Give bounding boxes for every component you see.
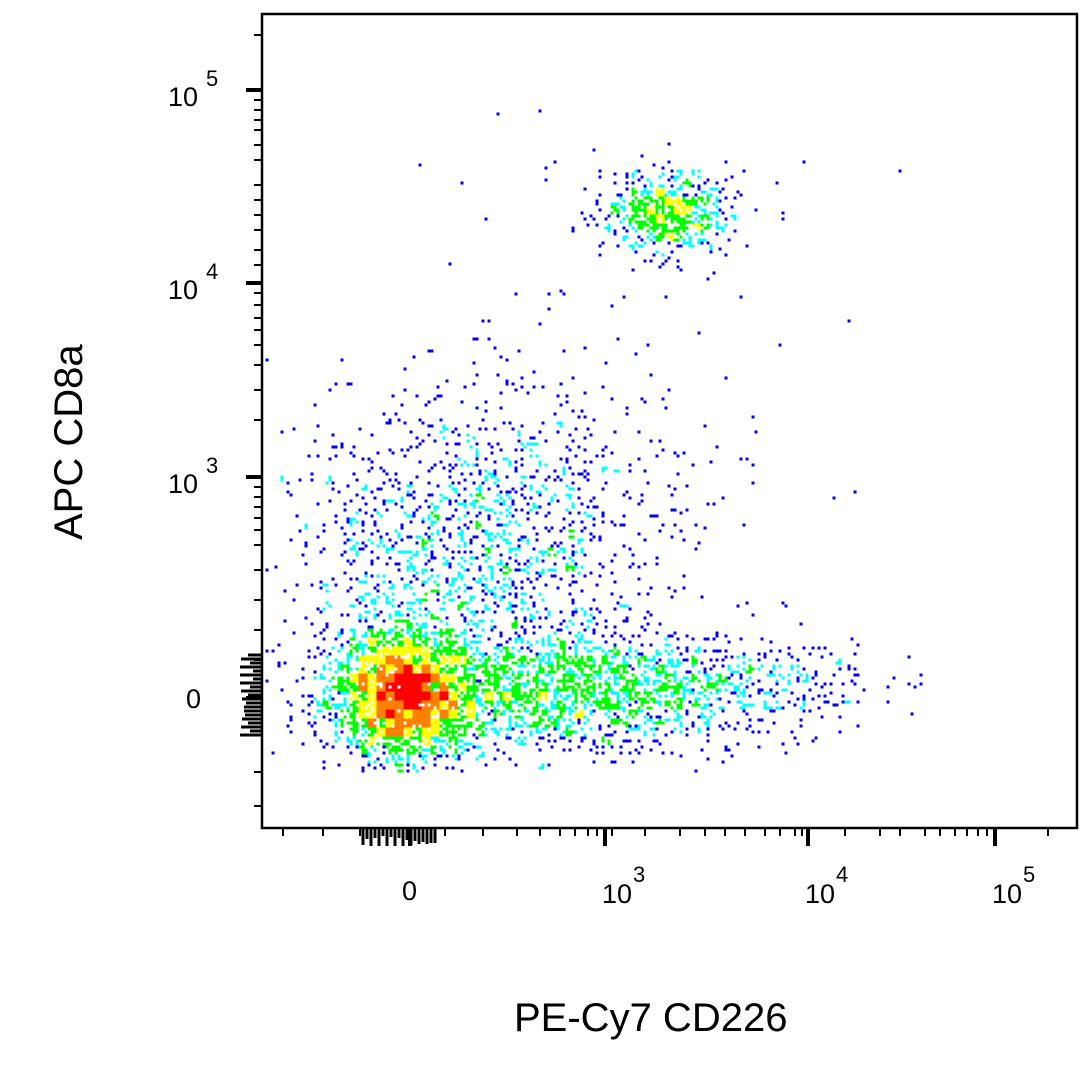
y-tick-label: 103 — [168, 453, 218, 499]
x-axis-title: PE-Cy7 CD226 — [514, 996, 788, 1040]
event-dots — [265, 109, 923, 773]
x-tick-label: 104 — [805, 862, 848, 909]
y-tick-label: 105 — [168, 66, 218, 112]
x-axis-tick-labels: 0 103 104 105 — [402, 862, 1035, 909]
x-tick-label: 103 — [602, 862, 645, 909]
y-axis-title: APC CD8a — [47, 344, 91, 540]
y-axis-ticks — [240, 34, 262, 807]
y-tick-label: 104 — [168, 259, 218, 305]
y-tick-label: 0 — [186, 684, 201, 714]
x-tick-label: 0 — [402, 876, 417, 906]
x-tick-label: 105 — [992, 862, 1035, 909]
y-axis-tick-labels: 105 104 103 0 — [168, 66, 218, 714]
x-axis-ticks — [282, 828, 1049, 846]
